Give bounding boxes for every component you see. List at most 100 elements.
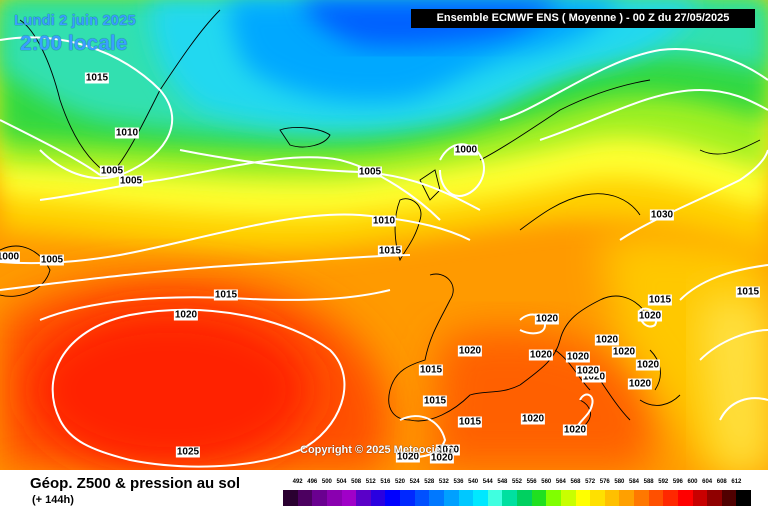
- legend-swatch: [590, 490, 605, 506]
- copyright-notice: Copyright © 2025 Meteociel.fr: [300, 444, 455, 456]
- color-scale-legend: 492 496 500 504 508 512 516 520 524 528 532 536 540 5…: [283, 479, 751, 506]
- isobar-value-label: 1020: [173, 309, 199, 321]
- legend-swatch: [546, 490, 561, 506]
- legend-swatch: [297, 490, 313, 506]
- isobar-value-label: 1020: [429, 452, 455, 464]
- legend-tick-label: 552: [511, 479, 523, 485]
- legend-tick-label: 492: [292, 479, 303, 485]
- legend-tick-label: 584: [628, 479, 640, 485]
- isobar-value-label: 1020: [635, 359, 661, 371]
- legend-swatch: [677, 490, 693, 506]
- legend-swatches: [283, 490, 751, 506]
- isobar-value-label: 1005: [118, 175, 144, 187]
- forecast-time-label: 2:00 locale: [20, 32, 128, 55]
- isobar-value-label: 1020: [435, 444, 461, 456]
- legend-tick-label: 512: [365, 479, 376, 485]
- legend-swatch: [283, 490, 298, 506]
- isobar-value-label: 1005: [357, 166, 383, 178]
- legend-tick-label: 504: [336, 479, 347, 485]
- legend-tick-label: 496: [307, 479, 318, 485]
- isobar-value-label: 1015: [457, 416, 483, 428]
- isobar-value-label: 1005: [39, 254, 65, 266]
- legend-swatch: [414, 490, 430, 506]
- map-canvas: [0, 0, 768, 470]
- legend-swatch: [429, 490, 444, 506]
- legend-swatch: [458, 490, 474, 506]
- legend-swatch: [385, 490, 400, 506]
- legend-swatch: [487, 490, 503, 506]
- legend-tick-label: 596: [672, 479, 683, 485]
- isobar-value-label: 1020: [637, 310, 663, 322]
- coastlines: [0, 9, 761, 426]
- legend-tick-label: 548: [497, 479, 508, 485]
- legend-tick-label: 604: [702, 479, 713, 485]
- legend-swatch: [400, 490, 415, 506]
- legend-swatch: [443, 490, 459, 506]
- legend-swatch: [721, 490, 737, 506]
- legend-swatch: [634, 490, 649, 506]
- legend-tick-label: 560: [541, 479, 552, 485]
- legend-swatch: [502, 490, 517, 506]
- legend-swatch: [517, 490, 532, 506]
- legend-tick-label: 524: [409, 479, 420, 485]
- isobar-value-label: 1015: [647, 294, 673, 306]
- isobar-value-label: 1020: [562, 424, 588, 436]
- isobar-value-label: 1010: [371, 215, 397, 227]
- isobar-value-label: 1005: [99, 165, 125, 177]
- legend-swatch: [356, 490, 371, 506]
- legend-swatch: [707, 490, 722, 506]
- legend-tick-label: 592: [658, 479, 669, 485]
- legend-tick-label: 540: [468, 479, 479, 485]
- isobar-value-label: 1015: [377, 245, 403, 257]
- legend-tick-label: 576: [599, 479, 610, 485]
- model-info-banner: Ensemble ECMWF ENS ( Moyenne ) - 00 Z du…: [411, 9, 755, 28]
- legend-tick-label: 568: [570, 479, 581, 485]
- isobar-value-label: 1020: [457, 345, 483, 357]
- isobar-value-label: 1000: [0, 251, 21, 263]
- isobar-value-label: 1020: [534, 313, 560, 325]
- geopotential-shading: [0, 0, 768, 470]
- legend-swatch: [575, 490, 591, 506]
- lead-time-label: (+ 144h): [32, 494, 74, 506]
- legend-tick-label: 612: [731, 479, 742, 485]
- legend-swatch: [736, 490, 751, 506]
- legend-swatch: [560, 490, 576, 506]
- isobar-value-label: 1000: [453, 144, 479, 156]
- legend-swatch: [341, 490, 357, 506]
- isobar-value-label: 1015: [418, 364, 444, 376]
- weather-map: Lundi 2 juin 2025 2:00 locale Ensemble E…: [0, 0, 768, 470]
- legend-tick-label: 580: [614, 479, 625, 485]
- isobar-value-label: 1015: [213, 289, 239, 301]
- isobar-value-label: 1020: [611, 346, 637, 358]
- legend-tick-label: 500: [321, 479, 332, 485]
- isobar-value-label: 1020: [528, 349, 554, 361]
- legend-swatch: [648, 490, 664, 506]
- legend-swatch: [370, 490, 386, 506]
- legend-swatch: [531, 490, 547, 506]
- isobar-value-label: 1015: [735, 286, 761, 298]
- isobar-value-label: 1020: [575, 365, 601, 377]
- isobar-value-label: 1020: [594, 334, 620, 346]
- legend-tick-label: 600: [687, 479, 698, 485]
- legend-swatch: [312, 490, 327, 506]
- legend-tick-label: 544: [482, 479, 493, 485]
- legend-tick-label: 516: [380, 479, 391, 485]
- map-footer: Géop. Z500 & pression au sol (+ 144h) 49…: [0, 470, 768, 512]
- isobar-value-label: 1020: [520, 413, 546, 425]
- legend-tick-label: 572: [585, 479, 596, 485]
- forecast-date-label: Lundi 2 juin 2025: [14, 12, 136, 29]
- legend-tick-label: 556: [526, 479, 537, 485]
- legend-tick-label: 536: [453, 479, 464, 485]
- isobar-value-label: 1025: [175, 446, 201, 458]
- isobar-value-label: 1020: [581, 371, 607, 383]
- legend-tick-label: 528: [424, 479, 435, 485]
- legend-swatch: [604, 490, 620, 506]
- legend-swatch: [663, 490, 678, 506]
- isobar-value-label: 1020: [627, 378, 653, 390]
- isobar-value-label: 1010: [114, 127, 140, 139]
- isobar-value-label: 1030: [649, 209, 675, 221]
- legend-tick-label: 608: [716, 479, 727, 485]
- legend-tick-label: 520: [394, 479, 406, 485]
- isobar-value-label: 1015: [422, 395, 448, 407]
- isobar-value-label: 1020: [395, 451, 421, 463]
